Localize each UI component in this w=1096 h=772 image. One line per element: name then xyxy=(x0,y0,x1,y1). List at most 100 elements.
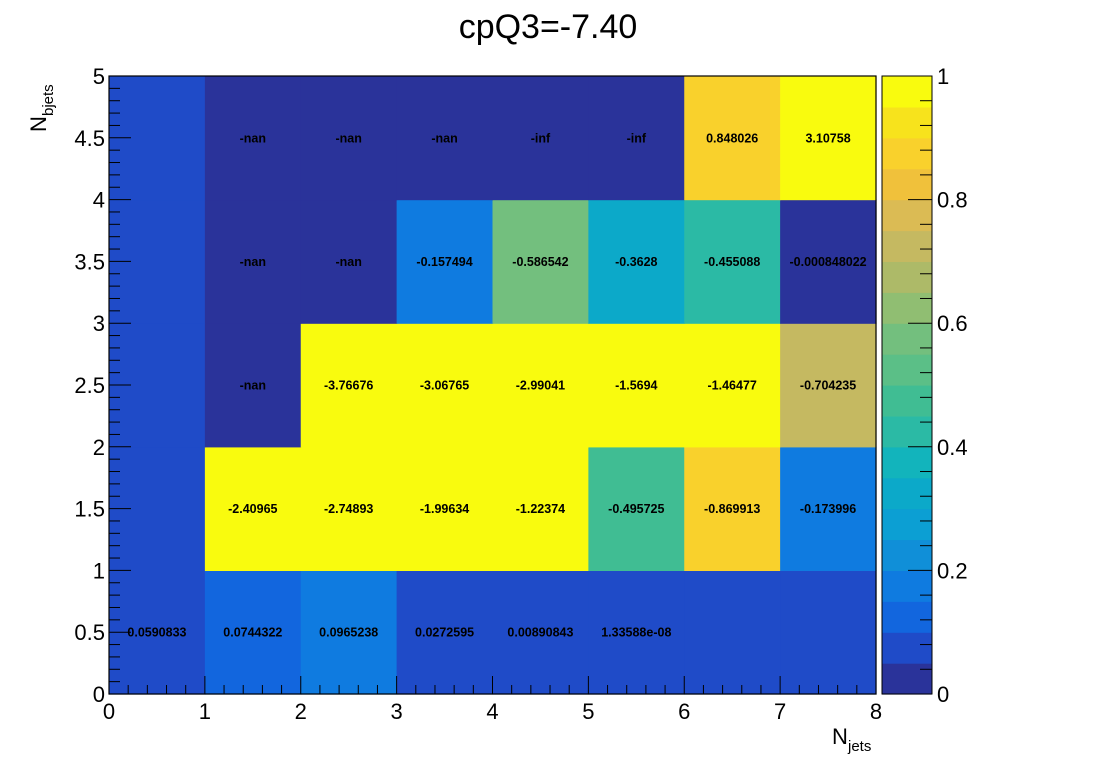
x-tick-label: 8 xyxy=(870,699,882,724)
cell-value-label: -0.157494 xyxy=(416,255,472,269)
cell-value-label: -3.06765 xyxy=(420,379,469,393)
heatmap-cell-7-2 xyxy=(780,323,877,448)
colorbar-segment xyxy=(882,385,932,417)
colorbar-segment xyxy=(882,199,932,232)
x-tick-label: 7 xyxy=(774,699,786,724)
heatmap-cell-4-2 xyxy=(492,323,589,448)
cell-value-label: -nan xyxy=(240,255,266,269)
heatmap-cell-1-3 xyxy=(204,199,302,324)
colorbar-tick-label: 0.4 xyxy=(937,435,968,460)
y-tick-label: 2 xyxy=(93,435,105,460)
chart-title: cpQ3=-7.40 xyxy=(459,8,638,46)
x-tick-label: 4 xyxy=(486,699,498,724)
cell-value-label: -0.3628 xyxy=(615,255,657,269)
heatmap-cell-7-0 xyxy=(780,570,877,695)
y-tick-label: 4.5 xyxy=(74,126,105,151)
cell-value-label: -0.455088 xyxy=(704,255,760,269)
colorbar-tick-label: 0 xyxy=(937,682,949,707)
heatmap-cell-5-4 xyxy=(588,76,685,201)
cell-value-label: 0.0272595 xyxy=(415,626,474,640)
heatmap-cell-7-1 xyxy=(780,446,877,571)
cell-value-label: -0.000848022 xyxy=(789,255,866,269)
colorbar-tick-label: 0.6 xyxy=(937,311,968,336)
heatmap-cell-3-4 xyxy=(396,76,494,201)
y-tick-label: 3 xyxy=(93,311,105,336)
colorbar-segment xyxy=(882,663,932,695)
y-tick-label: 4 xyxy=(93,188,105,213)
heatmap-cell-4-0 xyxy=(492,570,589,695)
cell-value-label: -0.495725 xyxy=(608,502,664,516)
heatmap-cell-6-2 xyxy=(684,323,781,448)
cell-value-label: 1.33588e-08 xyxy=(601,626,671,640)
colorbar-segment xyxy=(882,415,932,448)
heatmap-cell-1-1 xyxy=(204,446,302,571)
colorbar-frame xyxy=(881,75,933,695)
heatmap-cell-6-0 xyxy=(684,570,781,695)
y-tick-label: 2.5 xyxy=(74,373,105,398)
heatmap-cell-labels: 0.0590833 0.0744322 0.0965238 0.0272595 0.00… xyxy=(127,131,866,639)
cell-value-label: -1.5694 xyxy=(615,379,657,393)
colorbar-segment xyxy=(882,292,932,324)
y-axis-label: N bjets xyxy=(26,84,57,132)
cell-value-label: -1.99634 xyxy=(420,502,469,516)
colorbar-segment xyxy=(882,168,932,201)
heatmap-cell-2-0 xyxy=(300,570,398,695)
colorbar-segment xyxy=(882,230,932,262)
cell-value-label: 0.848026 xyxy=(706,131,758,145)
heatmap-cell-1-0 xyxy=(204,570,302,695)
colorbar-tick-label: 0.8 xyxy=(937,188,968,213)
color-scale-bar: 0 0.2 0.4 0.6 0.8 1 xyxy=(881,64,968,707)
y-axis: 0 0.5 1 1.5 2 2.5 3 3.5 4 4.5 5 xyxy=(74,64,131,707)
heatmap-cell-3-3 xyxy=(396,199,494,324)
heatmap-cell-5-1 xyxy=(588,446,685,571)
heatmap-cell-3-1 xyxy=(396,446,494,571)
x-tick-label: 0 xyxy=(103,699,115,724)
colorbar-segment xyxy=(882,323,932,355)
heatmap-cell-1-2 xyxy=(204,323,302,448)
y-tick-label: 1.5 xyxy=(74,497,105,522)
cell-value-label: -nan xyxy=(335,255,361,269)
x-axis: 0 1 2 3 4 5 6 7 8 xyxy=(103,676,882,724)
heatmap-cell-7-4 xyxy=(780,76,877,201)
heatmap-cell-6-1 xyxy=(684,446,781,571)
cell-value-label: -inf xyxy=(627,131,647,145)
colorbar-tick-label: 0.2 xyxy=(937,558,968,583)
heatmap-cell-2-4 xyxy=(300,76,398,201)
colorbar-segment xyxy=(882,261,932,293)
cell-value-label: -2.99041 xyxy=(516,379,565,393)
x-tick-label: 5 xyxy=(582,699,594,724)
y-tick-label: 1 xyxy=(93,558,105,583)
cell-value-label: -nan xyxy=(335,131,361,145)
y-tick-label: 0 xyxy=(93,682,105,707)
colorbar-segment xyxy=(882,137,932,170)
colorbar-segment xyxy=(882,539,932,571)
cell-value-label: 0.0744322 xyxy=(223,626,282,640)
colorbar-segment xyxy=(882,446,932,479)
heatmap-cell-5-0 xyxy=(588,570,685,695)
heatmap-cells xyxy=(109,76,877,695)
colorbar-segment xyxy=(882,508,932,541)
y-tick-label: 3.5 xyxy=(74,249,105,274)
heatmap-cell-2-2 xyxy=(300,323,398,448)
heatmap-cell-2-1 xyxy=(300,446,398,571)
colorbar-tick-label: 1 xyxy=(937,64,949,89)
heatmap-cell-2-3 xyxy=(300,199,398,324)
cell-value-label: -1.22374 xyxy=(516,502,565,516)
x-axis-label: N jets xyxy=(832,724,871,755)
y-axis-label-sub: bjets xyxy=(40,84,57,116)
cell-value-label: -2.74893 xyxy=(324,502,373,516)
colorbar-segment xyxy=(882,570,932,602)
heatmap-cell-7-3 xyxy=(780,199,877,324)
cell-value-label: 0.0590833 xyxy=(127,626,186,640)
cell-value-label: 0.00890843 xyxy=(507,626,573,640)
cell-value-label: -0.586542 xyxy=(512,255,568,269)
heatmap-cell-6-4 xyxy=(684,76,781,201)
colorbar-segment xyxy=(882,601,932,633)
y-tick-label: 0.5 xyxy=(74,620,105,645)
cell-value-label: -0.704235 xyxy=(800,379,856,393)
heatmap-cell-5-3 xyxy=(588,199,685,324)
heatmap-cell-3-2 xyxy=(396,323,494,448)
cell-value-label: -3.76676 xyxy=(324,379,373,393)
x-tick-label: 6 xyxy=(678,699,690,724)
